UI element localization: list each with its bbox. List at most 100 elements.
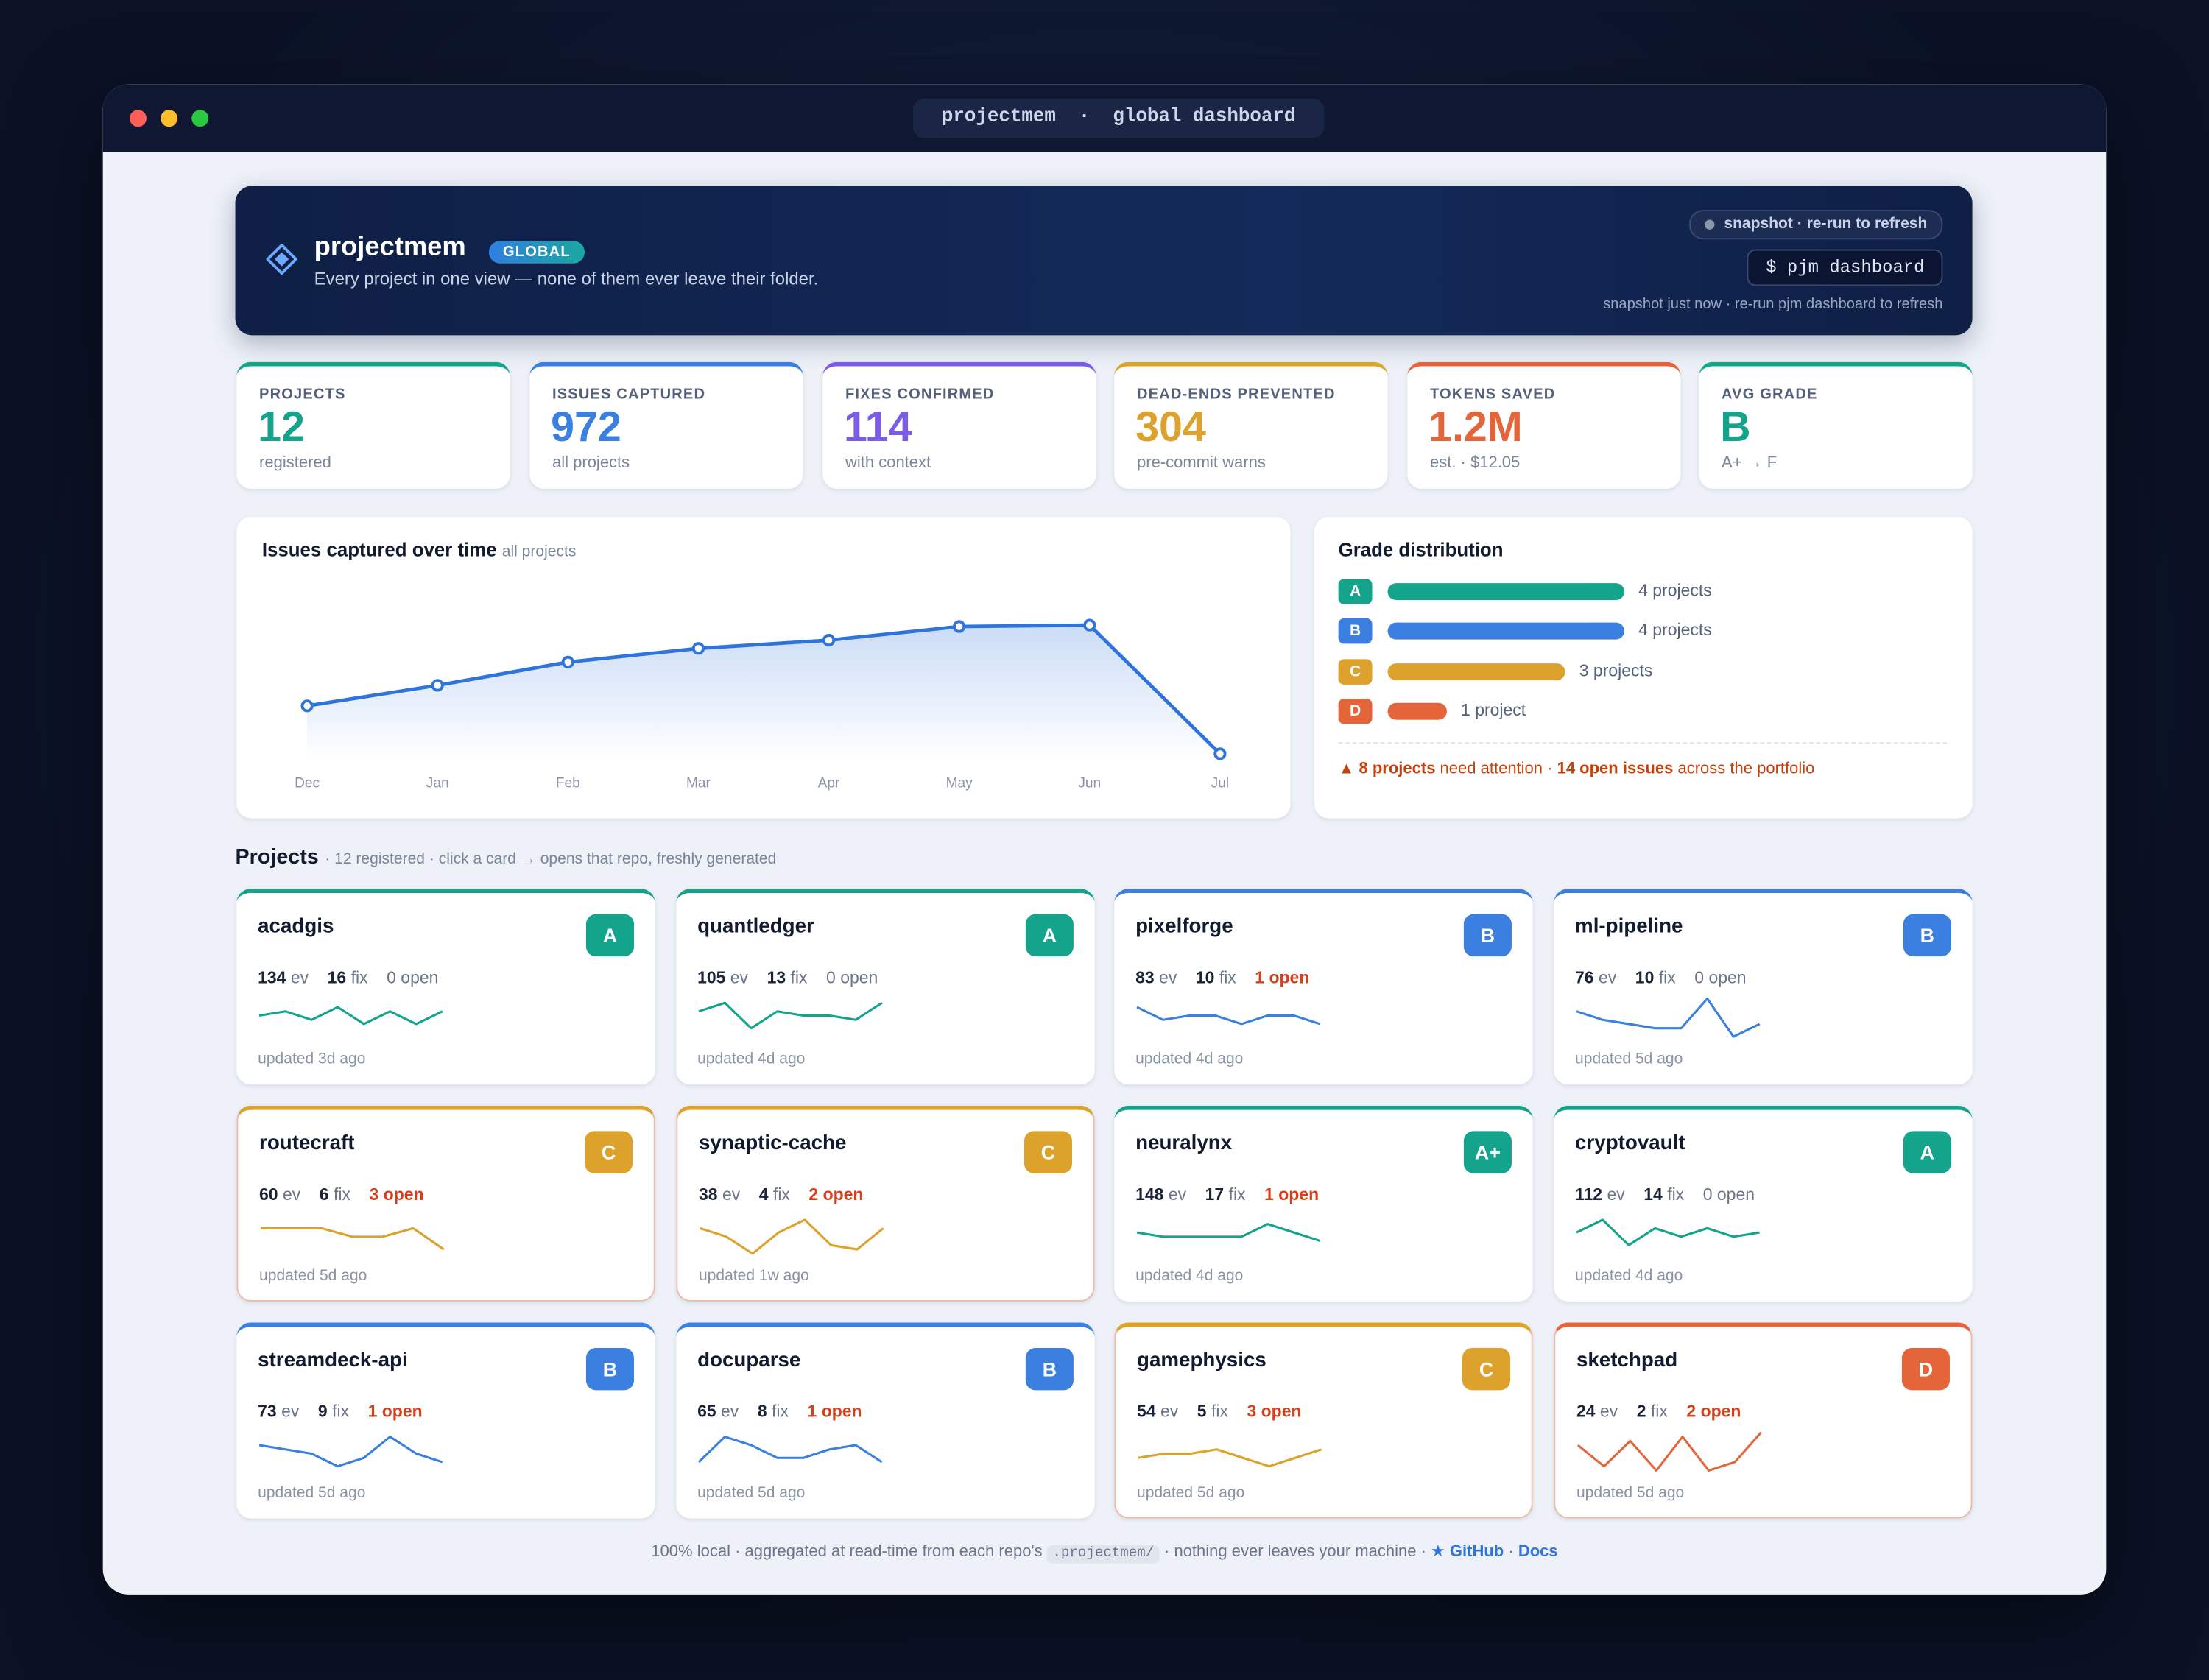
project-card[interactable]: neuralynx A+ 148 ev 17 fix 1 open updated 4… xyxy=(1114,1105,1533,1302)
fixes: 16 xyxy=(327,967,347,988)
grade-badge: A xyxy=(1025,914,1074,957)
fixes: 17 xyxy=(1205,1185,1225,1204)
grade-badge: C xyxy=(585,1131,633,1173)
fixes-label: fix xyxy=(1228,1185,1246,1204)
chart-subtitle: all projects xyxy=(501,543,577,561)
updated: updated 5d ago xyxy=(1576,1484,1685,1502)
project-stats: 134 ev 16 fix 0 open xyxy=(258,967,438,987)
project-card[interactable]: ml-pipeline B 76 ev 10 fix 0 open updated 5… xyxy=(1554,889,1973,1085)
x-tick-label: Jul xyxy=(1211,776,1229,791)
events: 65 xyxy=(697,1401,716,1422)
github-link[interactable]: ★ GitHub xyxy=(1431,1543,1504,1561)
window-title: projectmem · global dashboard xyxy=(912,98,1325,138)
sparkline xyxy=(1136,1006,1321,1026)
stat-card: TOKENS SAVED 1.2M est. · $12.05 xyxy=(1407,361,1681,489)
fixes: 5 xyxy=(1197,1401,1207,1422)
open-issues: 3 open xyxy=(369,1185,423,1204)
point xyxy=(953,620,966,633)
project-card[interactable]: routecraft C 60 ev 6 fix 3 open updated 5d … xyxy=(236,1105,655,1302)
open-issues: 0 open xyxy=(826,967,878,987)
stat-label: AVG GRADE xyxy=(1722,386,1818,403)
logo xyxy=(266,243,297,275)
point xyxy=(822,633,836,647)
sparkline-line xyxy=(258,1436,443,1468)
project-card[interactable]: pixelforge B 83 ev 10 fix 1 open updated 4d… xyxy=(1114,889,1533,1085)
project-stats: 60 ev 6 fix 3 open xyxy=(259,1185,423,1204)
events: 76 xyxy=(1575,967,1594,988)
grade-badge: B xyxy=(1903,914,1951,957)
sparkline-line xyxy=(698,1001,883,1030)
sparkline-line xyxy=(1136,1223,1321,1243)
project-name: sketchpad xyxy=(1576,1349,1678,1372)
grade-label: 4 projects xyxy=(1638,620,1712,640)
stat-sub: A+ → F xyxy=(1722,454,1778,472)
minimize-button[interactable] xyxy=(161,110,178,127)
sparkline-line xyxy=(1138,1448,1322,1468)
open-label: open xyxy=(821,1401,862,1422)
events-label: ev xyxy=(721,1401,739,1422)
maximize-button[interactable] xyxy=(191,110,209,127)
stat-sub: est. · $12.05 xyxy=(1429,454,1521,472)
open-issues: 1 open xyxy=(1264,1185,1319,1204)
fixes-label: fix xyxy=(1667,1185,1685,1204)
grade-badge: A xyxy=(1903,1131,1951,1173)
header: projectmem GLOBAL Every project in one v… xyxy=(235,186,1973,336)
project-stats: 148 ev 17 fix 1 open xyxy=(1135,1185,1319,1204)
x-tick-label: Jan xyxy=(426,776,449,791)
title-bar: projectmem · global dashboard xyxy=(102,84,2107,152)
header-note: snapshot just now · re-run pjm dashboard… xyxy=(1603,295,1943,313)
grade-card: Grade distribution A 4 projects B 4 project… xyxy=(1314,517,1973,819)
open-count: 0 xyxy=(1694,967,1705,988)
open-count: 0 xyxy=(1702,1185,1713,1204)
project-card[interactable]: docuparse B 65 ev 8 fix 1 open updated 5d a… xyxy=(676,1322,1095,1519)
project-name: ml-pipeline xyxy=(1575,915,1683,939)
grade-badge: B xyxy=(585,1347,634,1391)
point xyxy=(431,679,444,692)
sparkline-line xyxy=(260,1227,445,1251)
sparkline xyxy=(258,1436,443,1468)
project-stats: 54 ev 5 fix 3 open xyxy=(1137,1402,1301,1422)
open-label: open xyxy=(383,1185,424,1204)
events: 54 xyxy=(1137,1401,1156,1422)
sparkline-line xyxy=(1576,997,1761,1038)
fixes: 6 xyxy=(319,1185,329,1204)
open-label: open xyxy=(1708,967,1747,988)
sparkline-line xyxy=(1136,1006,1321,1026)
open-issues: 0 open xyxy=(1703,1185,1755,1204)
open-label: open xyxy=(1716,1185,1755,1204)
point xyxy=(691,642,705,655)
project-card[interactable]: streamdeck-api B 73 ev 9 fix 1 open updated… xyxy=(236,1322,655,1519)
stat-card: AVG GRADE B A+ → F xyxy=(1699,361,1973,489)
command[interactable]: $ pjm dashboard xyxy=(1747,249,1943,286)
project-stats: 38 ev 4 fix 2 open xyxy=(699,1185,863,1204)
grade-bar xyxy=(1387,702,1447,720)
open-issues: 2 open xyxy=(1686,1402,1741,1422)
grade-label: 1 project xyxy=(1461,699,1526,720)
project-name: gamephysics xyxy=(1137,1349,1266,1372)
project-stats: 24 ev 2 fix 2 open xyxy=(1576,1402,1741,1422)
project-card[interactable]: gamephysics C 54 ev 5 fix 3 open updated 5d… xyxy=(1114,1322,1533,1519)
open-issues: 2 open xyxy=(808,1185,863,1204)
status-text: snapshot · re-run to refresh xyxy=(1724,215,1928,233)
point xyxy=(1213,747,1227,760)
sparkline-line xyxy=(258,1006,443,1026)
project-card[interactable]: cryptovault A 112 ev 14 fix 0 open updated … xyxy=(1554,1105,1973,1302)
stat-value: 114 xyxy=(844,404,912,451)
chart-heading: Issues captured over time all projects xyxy=(262,540,577,561)
line xyxy=(306,623,1222,755)
grade-badge: D xyxy=(1338,698,1373,724)
close-button[interactable] xyxy=(130,110,147,127)
docs-link[interactable]: Docs xyxy=(1518,1543,1558,1561)
projects-heading: Projects · 12 registered · click a card … xyxy=(236,845,777,870)
stat-value: B xyxy=(1720,404,1751,451)
project-card[interactable]: synaptic-cache C 38 ev 4 fix 2 open updated… xyxy=(676,1105,1095,1302)
attention-icon: ▲ xyxy=(1338,760,1359,778)
events-label: ev xyxy=(1607,1185,1625,1204)
project-card[interactable]: acadgis A 134 ev 16 fix 0 open updated 3d a… xyxy=(236,889,655,1085)
x-tick-label: May xyxy=(946,776,973,791)
project-card[interactable]: sketchpad D 24 ev 2 fix 2 open updated 5d a… xyxy=(1554,1322,1973,1519)
grade-badge: A xyxy=(1338,579,1373,604)
project-card[interactable]: quantledger A 105 ev 13 fix 0 open updated … xyxy=(676,889,1095,1085)
grade-badge: C xyxy=(1338,658,1373,685)
